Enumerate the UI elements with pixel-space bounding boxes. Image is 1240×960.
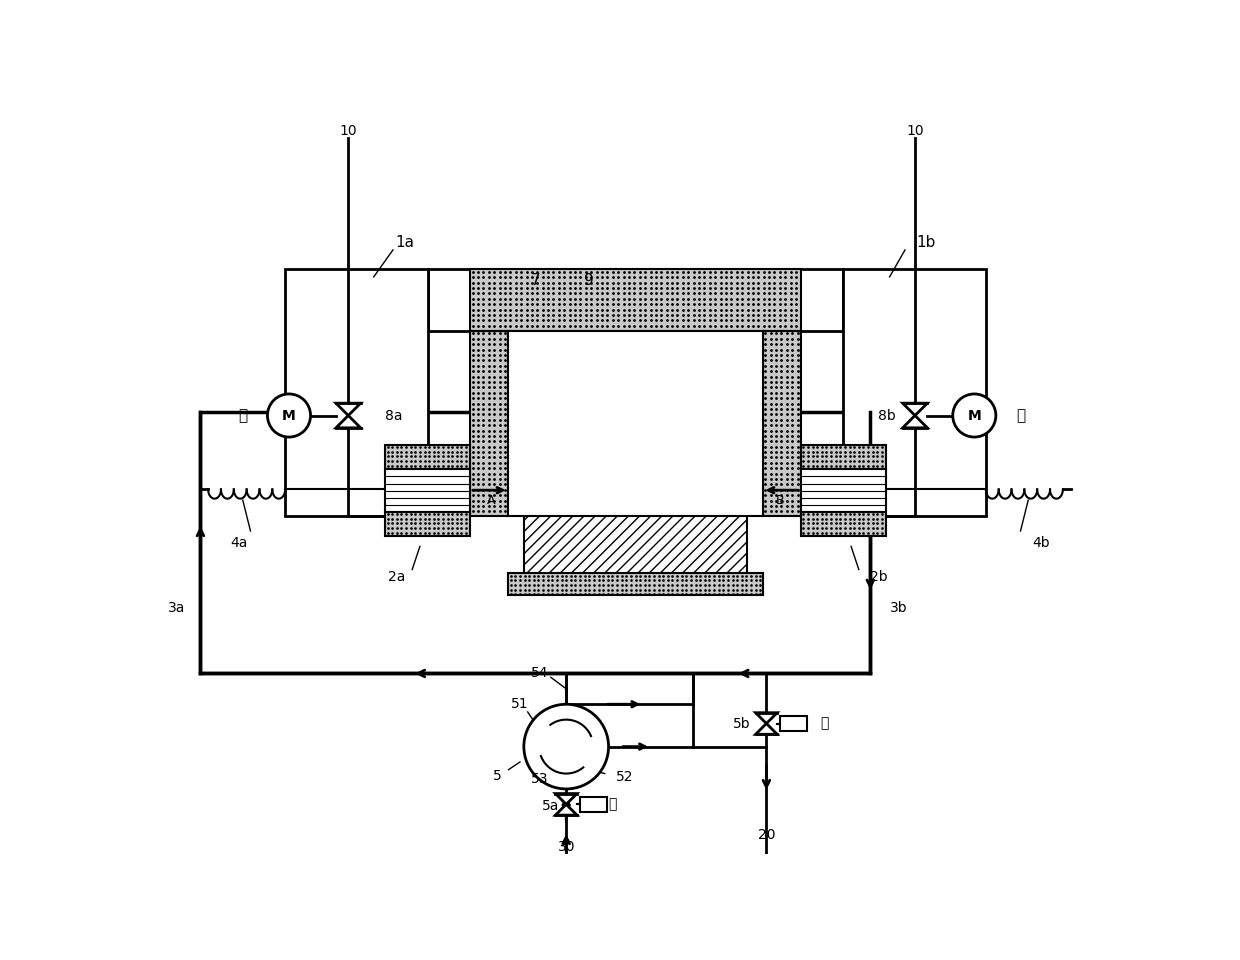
Text: 8a: 8a: [386, 409, 403, 422]
Text: 2b: 2b: [870, 570, 888, 585]
Bar: [386, 512, 470, 537]
Text: 4a: 4a: [231, 536, 248, 549]
Polygon shape: [556, 794, 577, 804]
Bar: [801, 444, 885, 469]
Bar: [523, 462, 748, 577]
Text: M: M: [967, 409, 981, 422]
Bar: [780, 716, 807, 732]
Text: 30: 30: [558, 840, 575, 853]
Text: 51: 51: [511, 697, 528, 711]
Polygon shape: [556, 804, 577, 815]
Bar: [801, 512, 885, 537]
Text: A: A: [486, 493, 495, 507]
Text: 53: 53: [531, 772, 548, 786]
Text: 3a: 3a: [167, 601, 185, 615]
Polygon shape: [903, 403, 928, 416]
Polygon shape: [755, 724, 777, 734]
Polygon shape: [903, 416, 928, 428]
Text: 开: 开: [1016, 408, 1025, 423]
Text: 1a: 1a: [396, 235, 414, 250]
Text: 52: 52: [616, 770, 634, 784]
Text: 54: 54: [531, 666, 548, 681]
Text: 10: 10: [340, 124, 357, 137]
Text: M: M: [283, 409, 296, 422]
Polygon shape: [336, 416, 361, 428]
Bar: [843, 269, 986, 516]
Text: 7: 7: [531, 274, 541, 288]
Text: 关: 关: [238, 408, 247, 423]
Text: 5a: 5a: [542, 799, 559, 813]
Text: 开: 开: [821, 716, 828, 731]
Text: 5: 5: [492, 769, 501, 782]
Polygon shape: [336, 403, 361, 416]
Text: 8b: 8b: [878, 409, 895, 422]
Text: 9: 9: [584, 274, 594, 288]
Bar: [470, 331, 508, 516]
Bar: [801, 469, 885, 512]
Bar: [580, 797, 608, 812]
Bar: [386, 469, 470, 512]
Bar: [201, 412, 870, 674]
Circle shape: [268, 394, 310, 437]
Text: 10: 10: [906, 124, 924, 137]
Text: 20: 20: [758, 828, 775, 842]
Text: 2a: 2a: [388, 570, 405, 585]
Text: 开: 开: [608, 798, 616, 811]
Circle shape: [523, 705, 609, 789]
Bar: [508, 573, 763, 595]
Text: 4b: 4b: [1032, 536, 1050, 549]
Text: B: B: [776, 493, 785, 507]
Bar: [428, 269, 843, 331]
Bar: [285, 269, 428, 516]
Text: 1b: 1b: [916, 235, 936, 250]
Bar: [763, 331, 801, 516]
Text: 5b: 5b: [733, 716, 751, 731]
Text: 3b: 3b: [889, 601, 908, 615]
Circle shape: [952, 394, 996, 437]
Bar: [470, 269, 801, 331]
Bar: [508, 331, 763, 516]
Bar: [386, 444, 470, 469]
Polygon shape: [755, 712, 777, 724]
